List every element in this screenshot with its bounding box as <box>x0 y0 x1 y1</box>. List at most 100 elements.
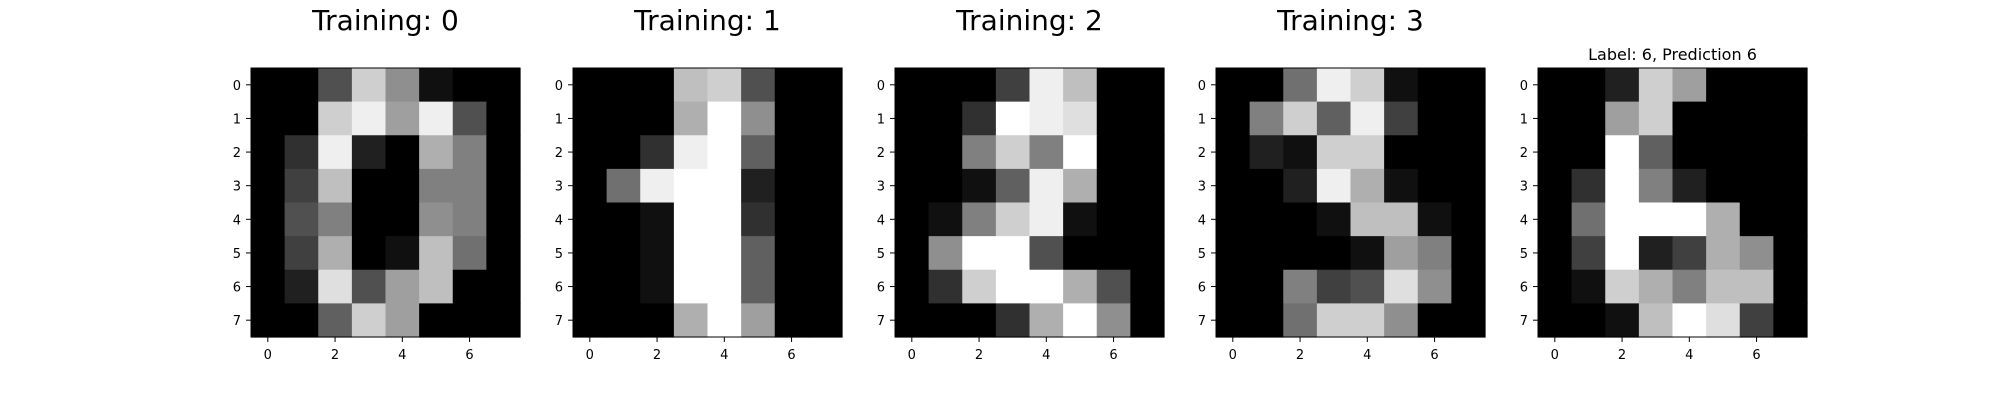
pixel-cell <box>741 68 776 103</box>
pixel-cell <box>452 303 487 338</box>
pixel-cell <box>1538 303 1573 338</box>
pixel-cell <box>774 168 809 204</box>
pixel-cell <box>741 202 776 237</box>
pixel-cell <box>385 101 420 136</box>
pixel-cell <box>808 101 843 136</box>
digit-panel-1: Training: 1 0 1 2 3 4 5 6 7 0 2 4 6 <box>555 4 843 363</box>
pixel-cell <box>573 135 608 170</box>
pixel-cell <box>895 269 930 304</box>
pixel-cell <box>1538 68 1573 103</box>
pixel-cell <box>1384 236 1419 271</box>
pixel-cell <box>1605 236 1640 271</box>
pixel-cell <box>1249 168 1284 204</box>
pixel-cell <box>1638 68 1674 103</box>
pixel-cell <box>1216 236 1251 271</box>
y-tick-label: 6 <box>233 281 241 296</box>
pixel-cell <box>962 68 997 103</box>
pixel-cell <box>707 202 742 237</box>
pixel-cell <box>1706 202 1741 237</box>
pixel-cell <box>640 269 675 304</box>
pixel-cell <box>1283 168 1318 204</box>
pixel-cell <box>1773 168 1808 204</box>
pixel-cell <box>1538 135 1573 170</box>
pixel-cell <box>1605 68 1640 103</box>
pixel-cell <box>1571 303 1606 338</box>
y-tick-label: 6 <box>877 281 885 296</box>
pixel-cell <box>1316 168 1352 204</box>
pixel-cell <box>1571 236 1606 271</box>
pixel-cell <box>1672 68 1707 103</box>
pixel-cell <box>1249 269 1284 304</box>
pixel-cell <box>1096 101 1131 136</box>
pixel-cell <box>928 236 963 271</box>
pixel-cell <box>251 269 286 304</box>
y-tick-label: 2 <box>1198 146 1206 161</box>
y-tick-label: 1 <box>555 112 563 127</box>
pixel-cell <box>774 303 809 338</box>
digit-panel-3: Training: 3 0 1 2 3 4 5 6 7 0 2 4 6 <box>1198 4 1486 363</box>
pixel-cell <box>1638 236 1674 271</box>
pixel-cell <box>1605 101 1640 136</box>
axes-frame <box>1215 67 1486 338</box>
pixel-cell <box>351 135 387 170</box>
y-tick-label: 0 <box>1198 79 1206 94</box>
pixel-cell <box>1451 202 1486 237</box>
pixel-cell <box>318 168 353 204</box>
x-tick-label: 0 <box>1229 348 1237 363</box>
pixel-cell <box>1571 202 1606 237</box>
y-tick-label: 1 <box>1198 112 1206 127</box>
pixel-cell <box>1063 68 1098 103</box>
pixel-cell <box>385 236 420 271</box>
x-tick-label: 2 <box>653 348 661 363</box>
y-tick-label: 5 <box>555 247 563 262</box>
pixel-cell <box>419 168 454 204</box>
pixel-cell <box>1571 101 1606 136</box>
pixel-cell <box>1063 236 1098 271</box>
pixel-cell <box>707 303 742 338</box>
x-tick-label: 6 <box>465 348 473 363</box>
pixel-cell <box>1417 135 1452 170</box>
pixel-cell <box>318 101 353 136</box>
pixel-cell <box>1316 236 1352 271</box>
pixel-cell <box>573 101 608 136</box>
pixel-cell <box>1538 202 1573 237</box>
pixel-cell <box>707 135 742 170</box>
pixel-cell <box>673 202 709 237</box>
pixel-cell <box>284 236 319 271</box>
pixel-cell <box>419 101 454 136</box>
pixel-cell <box>1130 168 1165 204</box>
pixel-cell <box>1739 236 1774 271</box>
y-tick-label: 5 <box>877 247 885 262</box>
pixel-cell <box>1706 168 1741 204</box>
pixel-cell <box>808 303 843 338</box>
digit-panel-4: Label: 6, Prediction 6 0 1 2 3 4 5 6 7 0 2 4 6 <box>1520 45 1808 363</box>
pixel-cell <box>1672 269 1707 304</box>
pixel-cell <box>1706 269 1741 304</box>
y-tick-label: 5 <box>1520 247 1528 262</box>
pixel-cell <box>1672 101 1707 136</box>
pixel-cell <box>419 135 454 170</box>
pixel-cell <box>1350 135 1385 170</box>
pixel-cell <box>1672 135 1707 170</box>
pixel-cell <box>1417 101 1452 136</box>
pixel-cell <box>1605 135 1640 170</box>
pixel-cell <box>1249 135 1284 170</box>
pixel-cell <box>1672 168 1707 204</box>
pixel-cell <box>1316 135 1352 170</box>
pixel-cell <box>673 135 709 170</box>
pixel-cell <box>573 269 608 304</box>
pixel-cell <box>995 68 1031 103</box>
pixel-cell <box>1672 236 1707 271</box>
pixel-cell <box>1029 303 1064 338</box>
pixel-cell <box>1773 236 1808 271</box>
y-tick-label: 0 <box>1520 79 1528 94</box>
pixel-cell <box>895 168 930 204</box>
pixel-cell <box>1773 202 1808 237</box>
pixel-cell <box>1384 101 1419 136</box>
pixel-cell <box>284 168 319 204</box>
pixel-cell <box>1739 303 1774 338</box>
axes-frame <box>250 67 521 338</box>
x-tick-label: 6 <box>1109 348 1117 363</box>
pixel-cell <box>452 101 487 136</box>
y-tick-label: 0 <box>555 79 563 94</box>
